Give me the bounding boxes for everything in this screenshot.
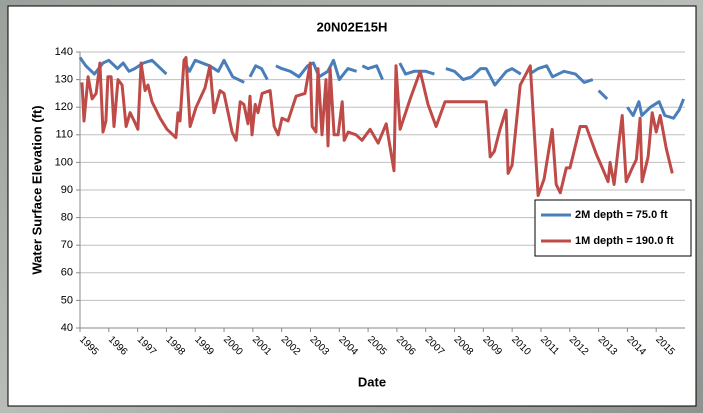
legend-label: 2M depth = 75.0 ft xyxy=(575,209,668,221)
y-tick-label: 90 xyxy=(61,184,73,196)
chart-title: 20N02E15H xyxy=(317,19,388,34)
y-tick-label: 50 xyxy=(61,294,73,306)
y-tick-label: 60 xyxy=(61,267,73,279)
y-tick-label: 100 xyxy=(55,156,73,168)
y-tick-label: 120 xyxy=(55,101,73,113)
y-tick-label: 110 xyxy=(55,129,73,141)
series-line xyxy=(80,56,674,197)
y-tick-label: 140 xyxy=(55,46,73,58)
legend-box xyxy=(534,199,692,257)
y-tick-label: 130 xyxy=(55,74,73,86)
y-tick-label: 70 xyxy=(61,239,73,251)
x-axis-label: Date xyxy=(358,374,386,389)
legend-label: 1M depth = 190.0 ft xyxy=(575,235,674,247)
y-tick-label: 80 xyxy=(61,212,73,224)
y-tick-label: 40 xyxy=(61,322,73,334)
y-axis-label: Water Surface Elevation (ft) xyxy=(29,105,44,274)
series-line xyxy=(78,56,685,120)
